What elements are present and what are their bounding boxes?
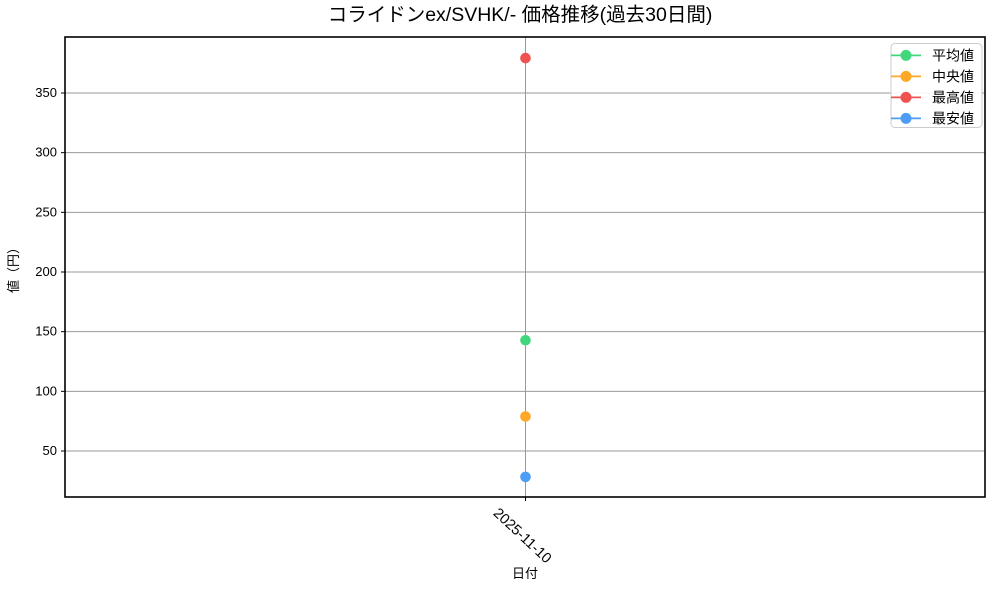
svg-text:350: 350 xyxy=(35,85,57,100)
svg-text:2025-11-10: 2025-11-10 xyxy=(490,505,554,567)
svg-text:日付: 日付 xyxy=(512,566,538,581)
svg-text:250: 250 xyxy=(35,204,57,219)
svg-text:200: 200 xyxy=(35,264,57,279)
svg-text:300: 300 xyxy=(35,145,57,160)
svg-text:最安値: 最安値 xyxy=(932,111,974,127)
svg-text:50: 50 xyxy=(43,443,57,458)
svg-text:150: 150 xyxy=(35,324,57,339)
svg-text:値（円）: 値（円） xyxy=(6,241,21,293)
svg-text:中央値: 中央値 xyxy=(932,69,974,85)
svg-text:平均値: 平均値 xyxy=(932,48,974,64)
svg-text:コライドンex/SVHK/- 価格推移(過去30日間): コライドンex/SVHK/- 価格推移(過去30日間) xyxy=(328,4,713,26)
svg-text:100: 100 xyxy=(35,383,57,398)
svg-text:最高値: 最高値 xyxy=(932,90,974,106)
